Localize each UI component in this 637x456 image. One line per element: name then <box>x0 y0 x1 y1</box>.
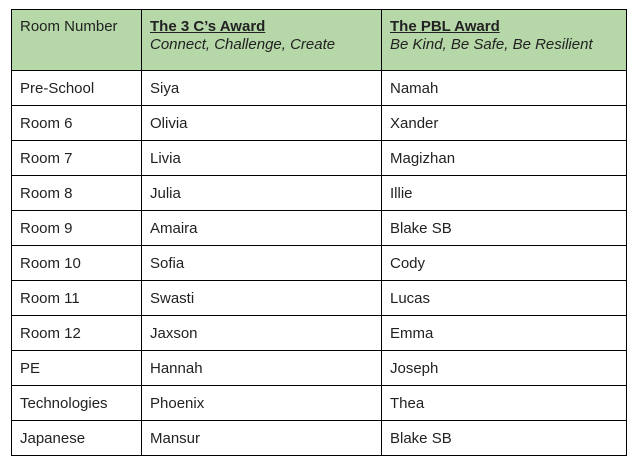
table-row: Room 6 Olivia Xander <box>11 105 627 141</box>
award-subtitle: Be Kind, Be Safe, Be Resilient <box>390 36 593 53</box>
room-cell: Room 10 <box>11 245 142 281</box>
table-row: Room 8 Julia Illie <box>11 175 627 211</box>
room-cell: Pre-School <box>11 70 142 106</box>
header-pbl-award: The PBL Award Be Kind, Be Safe, Be Resil… <box>381 9 627 71</box>
3cs-award-cell: Julia <box>141 175 382 211</box>
pbl-award-cell: Cody <box>381 245 627 281</box>
3cs-award-cell: Amaira <box>141 210 382 246</box>
awards-table: Room Number The 3 C’s Award Connect, Cha… <box>11 9 627 456</box>
table-row: Room 10 Sofia Cody <box>11 245 627 281</box>
room-cell: Room 12 <box>11 315 142 351</box>
pbl-award-cell: Xander <box>381 105 627 141</box>
pbl-award-cell: Thea <box>381 385 627 421</box>
3cs-award-cell: Jaxson <box>141 315 382 351</box>
3cs-award-cell: Mansur <box>141 420 382 456</box>
3cs-award-cell: Olivia <box>141 105 382 141</box>
pbl-award-cell: Namah <box>381 70 627 106</box>
3cs-award-cell: Livia <box>141 140 382 176</box>
room-cell: PE <box>11 350 142 386</box>
pbl-award-cell: Blake SB <box>381 420 627 456</box>
3cs-award-cell: Sofia <box>141 245 382 281</box>
3cs-award-cell: Hannah <box>141 350 382 386</box>
pbl-award-cell: Blake SB <box>381 210 627 246</box>
room-cell: Room 11 <box>11 280 142 316</box>
award-title: The 3 C’s Award <box>150 18 266 35</box>
room-cell: Room 8 <box>11 175 142 211</box>
pbl-award-cell: Joseph <box>381 350 627 386</box>
pbl-award-cell: Illie <box>381 175 627 211</box>
table-row: PE Hannah Joseph <box>11 350 627 386</box>
table-row: Pre-School Siya Namah <box>11 70 627 106</box>
room-cell: Japanese <box>11 420 142 456</box>
table-header-row: Room Number The 3 C’s Award Connect, Cha… <box>11 9 627 71</box>
pbl-award-cell: Magizhan <box>381 140 627 176</box>
table-row: Room 7 Livia Magizhan <box>11 140 627 176</box>
pbl-award-cell: Lucas <box>381 280 627 316</box>
pbl-award-cell: Emma <box>381 315 627 351</box>
header-room-number: Room Number <box>11 9 142 71</box>
3cs-award-cell: Siya <box>141 70 382 106</box>
3cs-award-cell: Swasti <box>141 280 382 316</box>
room-cell: Room 6 <box>11 105 142 141</box>
award-subtitle: Connect, Challenge, Create <box>150 36 336 53</box>
room-cell: Technologies <box>11 385 142 421</box>
room-cell: Room 7 <box>11 140 142 176</box>
table-row: Technologies Phoenix Thea <box>11 385 627 421</box>
table-row: Room 12 Jaxson Emma <box>11 315 627 351</box>
table-row: Japanese Mansur Blake SB <box>11 420 627 456</box>
header-3cs-award: The 3 C’s Award Connect, Challenge, Crea… <box>141 9 382 71</box>
table-row: Room 9 Amaira Blake SB <box>11 210 627 246</box>
award-title: The PBL Award <box>390 18 500 35</box>
room-cell: Room 9 <box>11 210 142 246</box>
table-row: Room 11 Swasti Lucas <box>11 280 627 316</box>
3cs-award-cell: Phoenix <box>141 385 382 421</box>
